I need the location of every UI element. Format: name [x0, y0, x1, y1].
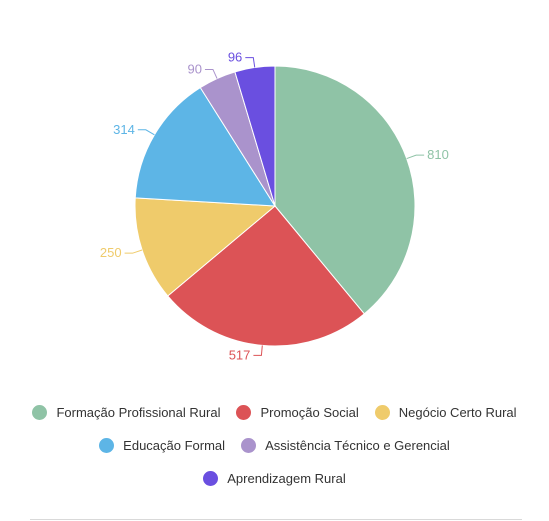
legend-label-formacao-profissional-rural: Formação Profissional Rural — [56, 405, 221, 420]
data-label-assistencia-tecnico-e-gerencial: 90 — [187, 61, 201, 76]
pie-chart: 810 517 250 314 90 96 — [100, 50, 449, 363]
leader-line-promocao-social — [253, 345, 263, 356]
legend: Formação Profissional Rural Promoção Soc… — [0, 396, 549, 496]
legend-label-promocao-social: Promoção Social — [260, 405, 359, 420]
legend-item-formacao-profissional-rural[interactable]: Formação Profissional Rural — [32, 405, 220, 420]
pie-slice-promocao-social[interactable] — [167, 205, 365, 347]
legend-item-aprendizagem-rural[interactable]: Aprendizagem Rural — [203, 471, 346, 486]
pie-slice-negocio-certo-rural[interactable] — [134, 197, 277, 297]
pie-slices — [134, 65, 416, 347]
legend-swatch-formacao-profissional-rural — [32, 405, 48, 420]
legend-swatch-negocio-certo-rural — [374, 405, 390, 420]
legend-swatch-aprendizagem-rural — [203, 471, 219, 486]
legend-swatch-educacao-formal — [99, 438, 115, 453]
legend-label-negocio-certo-rural: Negócio Certo Rural — [398, 405, 517, 420]
leader-line-negocio-certo-rural — [124, 249, 143, 254]
data-label-educacao-formal: 314 — [113, 122, 135, 137]
data-label-aprendizagem-rural: 96 — [228, 50, 242, 65]
label-leaders — [124, 57, 425, 356]
legend-label-aprendizagem-rural: Aprendizagem Rural — [227, 471, 346, 486]
legend-label-educacao-formal: Educação Formal — [123, 438, 226, 453]
bottom-divider — [30, 519, 522, 520]
pie-slice-aprendizagem-rural[interactable] — [234, 65, 276, 207]
legend-label-assistencia-tecnico-gerencial: Assistência Técnico e Gerencial — [265, 438, 450, 453]
legend-row-1: Formação Profissional Rural Promoção Soc… — [0, 396, 549, 429]
pie-slice-educacao-formal[interactable] — [134, 86, 276, 207]
legend-row-3: Aprendizagem Rural — [0, 462, 549, 495]
legend-item-negocio-certo-rural[interactable]: Negócio Certo Rural — [374, 405, 517, 420]
legend-swatch-promocao-social — [236, 405, 252, 420]
leader-line-assistencia-tecnico-e-gerencial — [204, 68, 218, 79]
leader-line-educacao-formal — [137, 129, 155, 136]
legend-row-2: Educação Formal Assistência Técnico e Ge… — [0, 429, 549, 462]
legend-swatch-assistencia-tecnico-gerencial — [241, 438, 257, 453]
data-label-negocio-certo-rural: 250 — [100, 245, 122, 260]
pie-slice-formacao-profissional-rural[interactable] — [274, 65, 416, 315]
leader-line-aprendizagem-rural — [245, 57, 256, 68]
data-label-promocao-social: 517 — [229, 347, 251, 362]
legend-item-assistencia-tecnico-gerencial[interactable]: Assistência Técnico e Gerencial — [241, 438, 450, 453]
leader-line-formacao-profissional-rural — [406, 154, 425, 160]
legend-item-promocao-social[interactable]: Promoção Social — [236, 405, 359, 420]
data-labels: 810 517 250 314 90 96 — [100, 50, 449, 363]
legend-item-educacao-formal[interactable]: Educação Formal — [99, 438, 225, 453]
data-label-formacao-profissional-rural: 810 — [427, 147, 449, 162]
